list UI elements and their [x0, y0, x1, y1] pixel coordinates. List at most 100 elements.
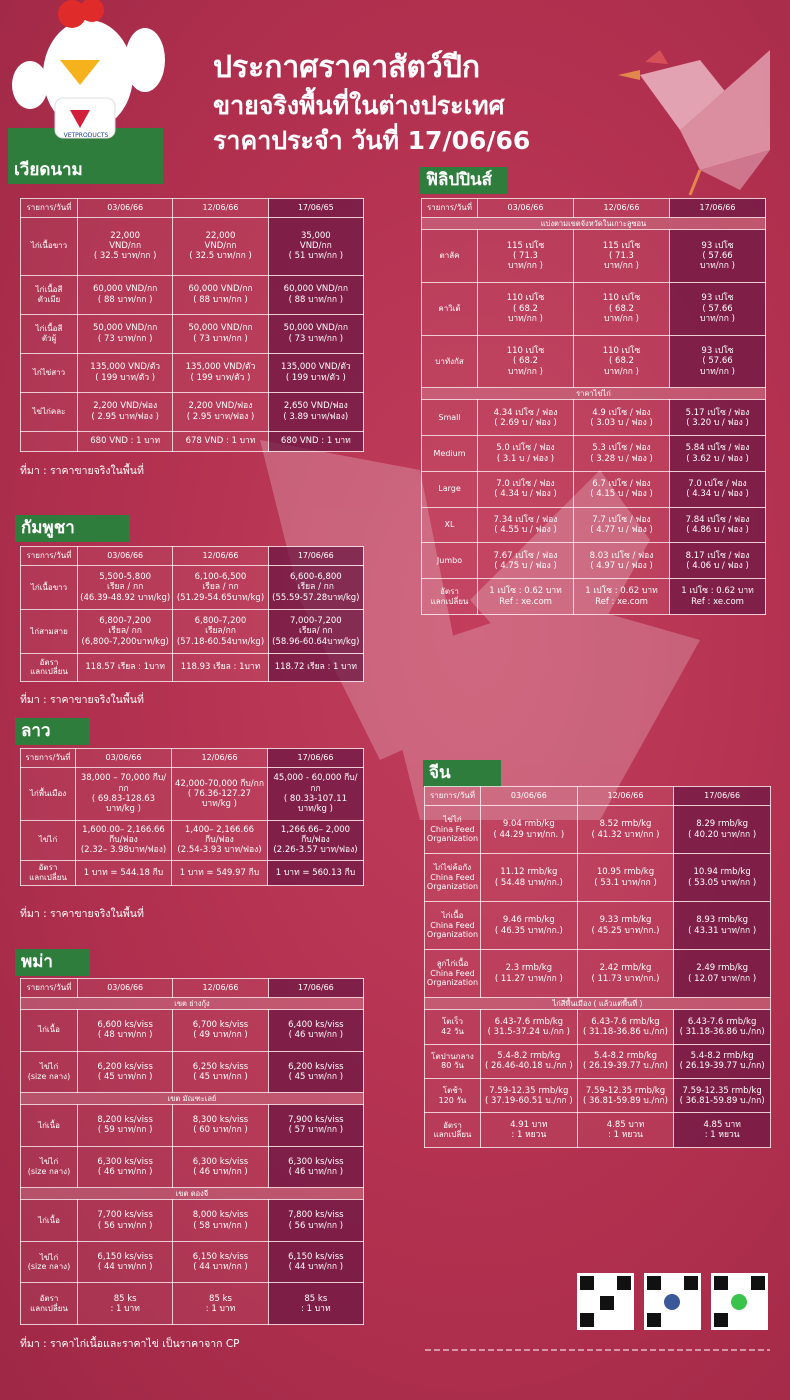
column-header: รายการ/วันที่ — [424, 786, 481, 806]
section-label: เขต ย่างกุ้ง — [20, 997, 364, 1010]
country-title: จีน — [423, 760, 501, 787]
price-cell: 5.4-8.2 rmb/kg ( 26.19-39.77 บ./กก) — [673, 1043, 771, 1080]
price-cell: 4.85 บาท : 1 หยวน — [576, 1112, 675, 1148]
price-cell: 6,150 ks/viss ( 44 บาท/กก ) — [172, 1240, 269, 1284]
price-cell: 8,200 ks/viss ( 59 บาท/กก ) — [76, 1104, 174, 1147]
price-cell: 22,000 VND/กก ( 32.5 บาท/กก ) — [172, 217, 269, 276]
price-cell: 110 เปโซ ( 68.2 บาท/กก ) — [477, 281, 574, 336]
header-row: รายการ/วันที่ 03/06/66 12/06/66 17/06/65 — [20, 198, 364, 218]
price-cell: 7.59-12.35 rmb/kg ( 36.81-59.89 บ./กก) — [673, 1077, 771, 1114]
data-row: โตเร็ว 42 วัน 6.43-7.6 rmb/kg ( 31.5-37.2… — [424, 1009, 771, 1045]
price-cell: 7,700 ks/viss ( 56 บาท/กก ) — [76, 1199, 174, 1242]
row-label: ไก่ไข่ค้อกัง China Feed Organization — [424, 853, 481, 903]
data-row: คาวิเต้ 110 เปโซ ( 68.2 บาท/กก ) 110 เปโซ … — [421, 281, 766, 336]
price-cell: 6.7 เปโซ / ฟอง ( 4.15 บ / ฟอง ) — [573, 470, 670, 508]
data-row: 680 VND : 1 บาท 678 VND : 1 บาท 680 VND : … — [20, 430, 364, 453]
data-row: Jumbo 7.67 เปโซ / ฟอง ( 4.75 บ / ฟอง ) 8.0… — [421, 542, 766, 580]
country-title: เวียดนาม — [8, 157, 163, 184]
section-label: แบ่งตามเขตจังหวัดในเกาะลูซอน — [421, 217, 766, 230]
price-cell: 1 บาท = 544.18 กีบ — [75, 859, 172, 887]
data-row: ไก่เนื้อ 7,700 ks/viss ( 56 บาท/กก ) 8,000… — [20, 1199, 364, 1242]
price-cell: 6.43-7.6 rmb/kg ( 31.5-37.24 บ./กก ) — [480, 1009, 578, 1045]
price-cell: 1,266.66– 2,000 กีบ/ฟอง (2.26-3.57 บาท/ฟ… — [267, 819, 364, 861]
data-row: Large 7.0 เปโซ / ฟอง ( 4.34 บ / ฟอง ) 6.7 … — [421, 470, 766, 508]
price-table: รายการ/วันที่ 03/06/66 12/06/66 17/06/66 ไข่… — [424, 786, 771, 1148]
price-cell: 7,900 ks/viss ( 57 บาท/กก ) — [267, 1104, 364, 1147]
data-row: ไก่เนื้อขาว 22,000 VND/กก ( 32.5 บาท/กก )… — [20, 217, 364, 276]
mascot — [8, 0, 165, 158]
price-table: รายการ/วันที่ 03/06/66 12/06/66 17/06/66 แบ่… — [421, 198, 766, 615]
data-row: ไก่พื้นเมือง 38,000 – 70,000 กีบ/กก ( 69.… — [20, 767, 364, 821]
column-header: 12/06/66 — [576, 786, 675, 806]
data-row: โตปานกลาง 80 วัน 5.4-8.2 rmb/kg ( 26.46-4… — [424, 1043, 771, 1080]
row-label: อัตรา แลกเปลี่ยน — [424, 1112, 481, 1148]
column-header: 17/06/66 — [267, 748, 364, 768]
price-cell: 6,800-7,200 เรียล/ กก (6,800-7,200บาท/kg… — [76, 608, 174, 654]
price-cell: 50,000 VND/กก ( 73 บาท/กก ) — [267, 313, 364, 354]
row-label: ไก่ไข่สาว — [20, 352, 78, 393]
price-cell: 42,000-70,000 กีบ/กก ( 76.36-127.27 บาท/… — [171, 767, 268, 821]
price-cell: 11.12 rmb/kg ( 54.48 บาท/กก.) — [480, 853, 578, 903]
row-label: ไก่พื้นเมือง — [20, 767, 76, 821]
column-header: 03/06/66 — [76, 978, 174, 998]
country-title: ลาว — [15, 718, 90, 745]
header-row: รายการ/วันที่ 03/06/66 12/06/66 17/06/66 — [20, 748, 364, 768]
row-label: ไก่เนื้อ China Feed Organization — [424, 901, 481, 951]
price-cell: 2.42 rmb/kg ( 11.73 บาท/กก.) — [576, 949, 675, 999]
price-cell: 60,000 VND/กก ( 88 บาท/กก ) — [172, 274, 269, 315]
price-cell: 115 เปโซ ( 71.3 บาท/กก ) — [573, 229, 670, 283]
column-header: รายการ/วันที่ — [20, 198, 78, 218]
price-cell: 35,000 VND/กก ( 51 บาท/กก ) — [267, 217, 364, 276]
country-title: พม่า — [15, 949, 90, 976]
price-cell: 5.4-8.2 rmb/kg ( 26.46-40.18 บ./กก ) — [480, 1043, 578, 1080]
price-cell: 1,600.00– 2,166.66 กีบ/ฟอง (2.32– 3.98บา… — [75, 819, 172, 861]
row-label: โตเร็ว 42 วัน — [424, 1009, 481, 1045]
price-cell: 7.59-12.35 rmb/kg ( 36.81-59.89 บ./กก) — [576, 1077, 675, 1114]
title: ประกาศราคาสัตว์ปีก — [213, 50, 481, 85]
price-cell: 9.04 rmb/kg ( 44.29 บาท/กก. ) — [480, 804, 578, 855]
price-cell: 7,000-7,200 เรียล/ กก (58.96-60.64บาท/kg… — [267, 608, 364, 654]
price-cell: 8.03 เปโซ / ฟอง ( 4.97 บ / ฟอง ) — [573, 542, 670, 580]
price-cell: 93 เปโซ ( 57.66 บาท/กก ) — [669, 229, 766, 283]
column-header: 12/06/66 — [172, 978, 269, 998]
price-cell: 110 เปโซ ( 68.2 บาท/กก ) — [477, 334, 574, 389]
column-header: 17/06/65 — [267, 198, 364, 218]
data-row: ไก่เนื้อ 6,600 ks/viss ( 48 บาท/กก ) 6,700… — [20, 1009, 364, 1052]
price-cell: 4.85 บาท : 1 หยวน — [673, 1112, 771, 1148]
price-cell: 7.7 เปโซ / ฟอง ( 4.77 บ / ฟอง ) — [573, 506, 670, 544]
header-row: รายการ/วันที่ 03/06/66 12/06/66 17/06/66 — [424, 786, 771, 806]
price-cell: 6,100-6,500 เรียล / กก (51.29-54.65บาท/k… — [172, 565, 269, 610]
price-cell: 7.0 เปโซ / ฟอง ( 4.34 บ / ฟอง ) — [477, 470, 574, 508]
price-cell: 7.67 เปโซ / ฟอง ( 4.75 บ / ฟอง ) — [477, 542, 574, 580]
row-label: ไข่ไก่คละ — [20, 391, 78, 432]
section-label: เขต มัณฑะเลย์ — [20, 1092, 364, 1106]
price-cell: 6,250 ks/viss ( 45 บาท/กก ) — [172, 1050, 269, 1094]
price-cell: 115 เปโซ ( 71.3 บาท/กก ) — [477, 229, 574, 283]
data-row: ไก่เนื้อ China Feed Organization 9.46 rmb… — [424, 901, 771, 951]
price-cell: 60,000 VND/กก ( 88 บาท/กก ) — [267, 274, 364, 315]
price-cell: 7.84 เปโซ / ฟอง ( 4.86 บ / ฟอง ) — [669, 506, 766, 544]
column-header: 12/06/66 — [573, 198, 670, 218]
section-label: ไก่สีพื้นเมือง ( แล้วแต่พื้นที่ ) — [424, 997, 771, 1011]
price-cell: 118.93 เรียล : 1บาท — [172, 652, 269, 683]
price-cell: 10.95 rmb/kg ( 53.1 บาท/กก ) — [576, 853, 675, 903]
price-cell: 60,000 VND/กก ( 88 บาท/กก ) — [76, 274, 174, 315]
row-label: ไก่เนื้อ — [20, 1009, 78, 1052]
row-label: คาวิเต้ — [421, 281, 478, 336]
row-label: Medium — [421, 435, 478, 472]
price-cell: 6.43-7.6 rmb/kg ( 31.18-36.86 บ./กก) — [576, 1009, 675, 1045]
row-label: ไก่เนื้อ — [20, 1104, 78, 1147]
price-table: รายการ/วันที่ 03/06/66 12/06/66 17/06/65 ไก่… — [20, 198, 364, 453]
row-label: โตช้า 120 วัน — [424, 1077, 481, 1114]
data-row: XL 7.34 เปโซ / ฟอง ( 4.55 บ / ฟอง ) 7.7 เป… — [421, 506, 766, 544]
price-cell: 50,000 VND/กก ( 73 บาท/กก ) — [76, 313, 174, 354]
row-label: ไก่เนื้อ — [20, 1199, 78, 1242]
data-row: ไก่ไข่สาว 135,000 VND/ตัว ( 199 บาท/ตัว )… — [20, 352, 364, 393]
row-label: Small — [421, 399, 478, 437]
column-header: 17/06/66 — [673, 786, 771, 806]
price-cell: 5.4-8.2 rmb/kg ( 26.19-39.77 บ./กก) — [576, 1043, 675, 1080]
source-note: ที่มา : ราคาไก่เนื้อและราคาไข่ เป็นราคาจ… — [20, 1338, 240, 1350]
price-cell: 93 เปโซ ( 57.66 บาท/กก ) — [669, 281, 766, 336]
row-label: ไข่ไก่ (size กลาง) — [20, 1240, 78, 1284]
row-label — [20, 430, 78, 453]
